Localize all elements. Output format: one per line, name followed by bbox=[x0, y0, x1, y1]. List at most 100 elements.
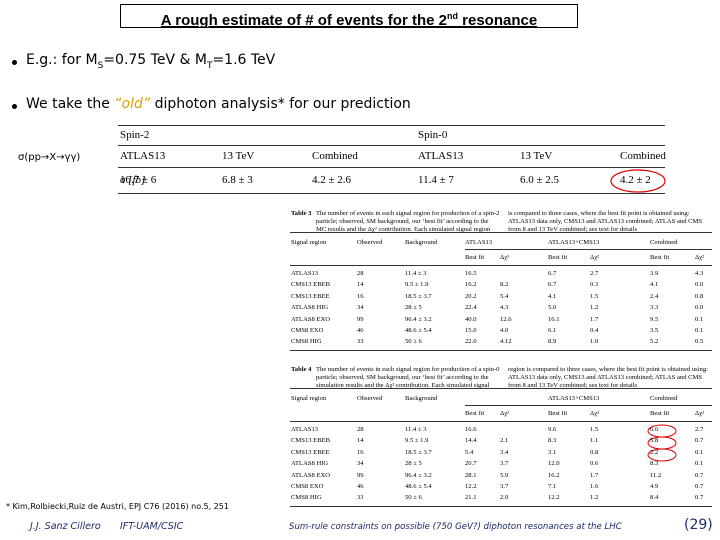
column-subheader: Δχ² bbox=[695, 410, 705, 417]
rule bbox=[290, 265, 712, 266]
column-header: Combined bbox=[650, 239, 678, 246]
cell: CMS13 EBEB bbox=[291, 437, 331, 445]
column-header: Background bbox=[405, 239, 438, 246]
cell: 11.4 ± 3 bbox=[405, 270, 427, 277]
cell: 2.2 bbox=[650, 448, 659, 456]
cell: 2.7 bbox=[695, 426, 704, 433]
cell: 3.9 bbox=[650, 270, 659, 277]
cell: 8.3 bbox=[548, 437, 557, 445]
cell: 2.9 bbox=[500, 494, 509, 502]
quoted: “old” bbox=[114, 96, 151, 112]
caption: region is compared to three cases, where… bbox=[508, 366, 708, 389]
cell: 3.4 bbox=[500, 448, 509, 456]
column-header: Observed bbox=[357, 395, 383, 402]
column-subheader: Best fit bbox=[465, 254, 485, 261]
cell: 46 bbox=[357, 327, 364, 334]
column-header: 13 TeV bbox=[520, 150, 553, 162]
cell: 22.0 bbox=[465, 338, 477, 346]
page-number: (29) bbox=[684, 517, 713, 533]
cell: 5.4 bbox=[465, 448, 474, 456]
title-sup: nd bbox=[446, 11, 458, 21]
cell: 4.0 bbox=[500, 327, 509, 334]
text: =1.6 TeV bbox=[212, 52, 276, 68]
column-header: Background bbox=[405, 395, 438, 402]
cell: 99 bbox=[357, 315, 364, 323]
cell: 2.7 bbox=[590, 270, 599, 277]
column-subheader: Δχ² bbox=[695, 254, 705, 261]
cell: CMS8 EXO bbox=[291, 483, 324, 490]
cell: 4.12 bbox=[500, 338, 512, 346]
column-subheader: Best fit bbox=[548, 410, 568, 417]
column-subheader: Best fit bbox=[650, 254, 670, 261]
cell: 0.7 bbox=[695, 471, 704, 479]
rule bbox=[118, 125, 665, 126]
cell: 28.1 bbox=[465, 471, 477, 479]
footnote: * Kim,Rolbiecki,Ruiz de Austri, EPJ C76 … bbox=[6, 502, 229, 511]
cell: 33 bbox=[357, 338, 364, 346]
cell: ATLAS13 bbox=[291, 426, 319, 433]
cell: 0.1 bbox=[695, 315, 704, 323]
cell: ATLAS8 HIG bbox=[291, 304, 329, 312]
highlight bbox=[647, 448, 677, 462]
cell: 4.1 bbox=[650, 281, 659, 289]
cell: 40.0 bbox=[465, 315, 477, 323]
cell: 3.5 bbox=[650, 327, 659, 334]
cell: CMS8 HIG bbox=[291, 494, 322, 502]
cell: 3.1 bbox=[548, 448, 557, 456]
cell: 0.7 bbox=[695, 437, 704, 445]
cell: 0.1 bbox=[695, 460, 704, 468]
cell: 0.8 bbox=[695, 292, 704, 300]
group-header: Spin-0 bbox=[418, 129, 448, 141]
cell: 2.1 bbox=[500, 437, 509, 445]
bullet-dot bbox=[12, 104, 17, 109]
column-header: Observed bbox=[357, 239, 383, 246]
cell: 9.5 ± 1.9 bbox=[405, 437, 429, 445]
cell: 28 ± 5 bbox=[405, 460, 422, 468]
cell: 0.8 bbox=[590, 448, 599, 456]
column-header: Signal region bbox=[291, 395, 327, 402]
cell: 9.5 ± 1.9 bbox=[405, 281, 429, 289]
column-header: Combined bbox=[312, 150, 358, 162]
column-header: ATLAS13 bbox=[120, 150, 166, 162]
cell: 14.4 bbox=[465, 437, 477, 445]
rule bbox=[465, 249, 712, 250]
cell: 14 bbox=[357, 281, 364, 289]
cell: 1.7 bbox=[590, 315, 599, 323]
cell: 0.1 bbox=[695, 448, 704, 456]
talk-title: Sum-rule constraints on possible (750 Ge… bbox=[289, 522, 622, 532]
cell: 0.5 bbox=[695, 338, 704, 346]
bullet: E.g.: for MS=0.75 TeV & MT=1.6 TeV bbox=[26, 52, 275, 71]
cell: 0.7 bbox=[695, 483, 704, 490]
cell: 8.2 bbox=[500, 281, 509, 289]
cell: 46 bbox=[357, 483, 364, 490]
rule bbox=[290, 421, 712, 422]
cell: 48.6 ± 5.4 bbox=[405, 327, 432, 334]
cell: 5.9 bbox=[500, 471, 509, 479]
column-header: ATLAS13 bbox=[465, 239, 493, 246]
caption-label: Table 3 bbox=[291, 210, 312, 217]
cell: 16.2 bbox=[548, 471, 560, 479]
sub: T bbox=[206, 60, 213, 71]
cell: 9.6 bbox=[548, 426, 557, 433]
cell: 18.5 ± 3.7 bbox=[405, 292, 432, 300]
cell: 1.2 bbox=[590, 304, 599, 312]
cell: 11.2 bbox=[650, 471, 662, 479]
cell: 48.6 ± 5.4 bbox=[405, 483, 432, 490]
cell: 28 ± 5 bbox=[405, 304, 422, 312]
caption: is compared to three cases, where the be… bbox=[508, 210, 703, 233]
cell: 20.7 bbox=[465, 460, 477, 468]
rule bbox=[118, 167, 665, 168]
cell: 1.5 bbox=[590, 426, 599, 433]
cell: 12.2 bbox=[465, 483, 477, 490]
cell: 2.4 bbox=[650, 292, 659, 300]
cell: 0.3 bbox=[590, 281, 599, 289]
cell: 16.2 bbox=[465, 281, 477, 289]
cell: 6.1 bbox=[548, 327, 557, 334]
cell: 33 bbox=[357, 494, 364, 502]
cell: 6.0 ± 2.5 bbox=[520, 174, 560, 186]
cell: CMS13 EBEE bbox=[291, 292, 330, 300]
cell: 34 bbox=[357, 304, 364, 312]
cell: 50 ± 6 bbox=[405, 338, 422, 346]
cell: 8.9 bbox=[548, 338, 557, 346]
